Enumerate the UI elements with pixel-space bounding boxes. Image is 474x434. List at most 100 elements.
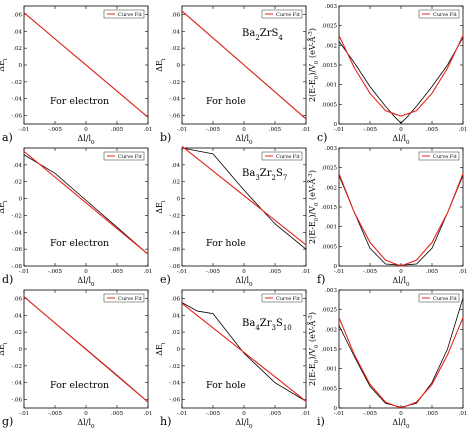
plot-frame — [338, 5, 464, 125]
series-line-calc — [338, 175, 464, 266]
panel-d: -.01 -.005 0 .005 .01 -.08 -.06 -.04 -.02 0 .02 .04… — [0, 147, 153, 288]
x-tick-label: .005 — [111, 127, 124, 133]
y-tick-label: .003 — [325, 146, 338, 152]
x-tick-label: -.01 — [334, 269, 345, 275]
y-tick-label: 0 — [177, 63, 181, 69]
y-tick-label: .06 — [13, 296, 22, 302]
y-tick-label: -.04 — [11, 230, 22, 236]
y-tick-label: .003 — [325, 288, 338, 294]
legend-label: Curve Fit — [433, 12, 457, 18]
series-line-fit — [338, 35, 464, 117]
plot-frame — [338, 289, 464, 409]
y-tick-label: .0015 — [321, 63, 337, 69]
panel-g: -.01 -.005 0 .005 .01 -.06 -.04 -.02 0 .02 .04 .06 C… — [0, 289, 152, 430]
compound-label: Ba2ZrS4 — [242, 28, 283, 42]
y-tick-label: -.02 — [11, 80, 22, 86]
legend-box — [418, 9, 460, 19]
y-tick-label: 0 — [334, 406, 338, 412]
legend-label: Curve Fit — [276, 296, 300, 302]
panel-letter: a) — [2, 131, 13, 144]
legend-box — [261, 9, 303, 19]
x-axis-label: Δl/l0 — [77, 418, 95, 430]
y-tick-label: 0 — [177, 347, 181, 353]
y-tick-label: -.06 — [11, 114, 22, 120]
y-tick-label: .04 — [13, 29, 22, 35]
x-tick-label: 0 — [242, 269, 246, 275]
annotation-text: For hole — [206, 96, 246, 107]
y-tick-label: -.06 — [169, 114, 180, 120]
y-tick-label: .06 — [171, 12, 180, 18]
panel-letter: f) — [317, 273, 325, 286]
y-tick-label: .02 — [171, 180, 180, 186]
y-tick-label: .04 — [171, 163, 180, 169]
panel-letter: e) — [160, 273, 171, 286]
y-tick-label: .003 — [325, 4, 338, 10]
x-tick-label: -.005 — [206, 411, 221, 417]
x-tick-label: -.005 — [48, 411, 63, 417]
series-line-fit — [338, 173, 464, 267]
x-tick-label: -.005 — [48, 127, 63, 133]
x-axis-label: Δl/l0 — [235, 134, 253, 146]
legend-box — [261, 293, 303, 303]
y-tick-label: .04 — [171, 29, 180, 35]
y-tick-label: .06 — [13, 12, 22, 18]
y-tick-label: -.04 — [11, 97, 22, 103]
series-line-calc — [338, 297, 464, 408]
legend-box — [103, 151, 145, 161]
compound-label: Ba4Zr3S10 — [242, 318, 292, 332]
y-tick-label: .0025 — [321, 24, 337, 30]
y-tick-label: .002 — [325, 185, 337, 191]
legend-label: Curve Fit — [118, 154, 142, 160]
panel-letter: i) — [317, 415, 325, 428]
y-tick-label: .001 — [325, 225, 337, 231]
x-tick-label: -.005 — [363, 127, 378, 133]
y-axis-label: 2(E-E0)/V0 (eV-Å-3) — [308, 170, 320, 244]
annotation-text: For electron — [50, 238, 109, 249]
series-line-calc — [23, 154, 149, 255]
x-tick-label: -.01 — [177, 269, 188, 275]
y-axis-label: ΔEi — [155, 342, 167, 356]
series-line-fit — [23, 12, 149, 118]
y-axis-label: 2(E-E0)/V0 (eV-Å-3) — [308, 312, 320, 386]
x-tick-label: -.01 — [334, 411, 345, 417]
y-tick-label: 0 — [19, 347, 23, 353]
x-tick-label: 0 — [242, 127, 246, 133]
annotation-text: For hole — [206, 238, 246, 249]
y-tick-label: .02 — [171, 46, 180, 52]
y-tick-label: .0005 — [321, 386, 337, 392]
y-tick-label: -.04 — [169, 230, 180, 236]
panel-letter: g) — [2, 415, 13, 428]
panel-letter: d) — [2, 273, 13, 286]
y-tick-label: 0 — [19, 63, 23, 69]
legend-label: Curve Fit — [118, 296, 142, 302]
y-tick-label: 0 — [19, 197, 23, 203]
x-tick-label: .01 — [144, 127, 153, 133]
x-tick-label: 0 — [242, 411, 246, 417]
x-tick-label: .005 — [269, 269, 282, 275]
x-tick-label: 0 — [84, 269, 88, 275]
x-tick-label: .005 — [426, 269, 439, 275]
series-line-fit — [338, 317, 464, 409]
panel-c: -.01 -.005 0 .005 .01 0 .0005 .001 .0015 .002 .002… — [308, 4, 467, 146]
x-tick-label: .01 — [144, 269, 153, 275]
legend-box — [418, 293, 460, 303]
x-tick-label: .01 — [459, 269, 468, 275]
panel-letter: h) — [160, 415, 171, 428]
x-tick-label: .005 — [111, 411, 124, 417]
y-tick-label: .0005 — [321, 244, 337, 250]
x-axis-label: Δl/l0 — [392, 418, 410, 430]
y-tick-label: .04 — [13, 313, 22, 319]
y-tick-label: -.02 — [169, 80, 180, 86]
x-tick-label: .005 — [111, 269, 124, 275]
y-tick-label: .0025 — [321, 166, 337, 172]
panel-b: -.01 -.005 0 .005 .01 -.06 -.04 -.02 0 .02 .04 .06 C… — [155, 5, 310, 146]
y-tick-label: .06 — [171, 296, 180, 302]
legend-label: Curve Fit — [276, 12, 300, 18]
x-tick-label: .01 — [302, 269, 311, 275]
x-tick-label: .005 — [269, 411, 282, 417]
y-axis-label: ΔEi — [155, 58, 167, 72]
annotation-text: For hole — [206, 380, 246, 391]
y-tick-label: -.06 — [169, 247, 180, 253]
x-axis-label: Δl/l0 — [392, 276, 410, 288]
series-line-calc — [338, 37, 464, 124]
